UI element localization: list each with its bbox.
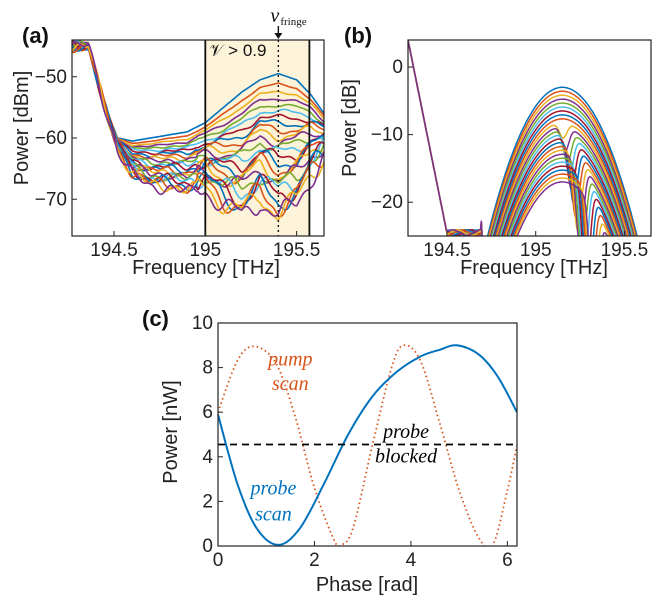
panel-c-xtick-label: 0 bbox=[213, 550, 224, 571]
panel-b-ylabel: Power [dB] bbox=[339, 79, 361, 177]
panel-c-pump-scan-annotation-line2: scan bbox=[272, 373, 309, 395]
panel-a-ytick-label: −50 bbox=[35, 67, 67, 88]
panel-c-pump-scan-line bbox=[218, 344, 517, 546]
panel-b-xtick-label: 194.5 bbox=[423, 240, 471, 261]
panel-c-probe-scan-annotation-line2: scan bbox=[255, 503, 292, 525]
panel-c-xtick-label: 2 bbox=[309, 550, 320, 571]
panel-c-axes-frame bbox=[217, 322, 518, 547]
panel-c-ytick-label: 8 bbox=[202, 358, 213, 379]
panel-c-ytick-label: 0 bbox=[202, 536, 213, 557]
panel-c-plot bbox=[218, 344, 517, 546]
panel-c-xlabel: Phase [rad] bbox=[316, 574, 418, 596]
panel-b-ytick-label: 0 bbox=[392, 57, 403, 78]
panel-c-probe-scan-annotation-line1: probe bbox=[248, 478, 296, 500]
panel-b-series-line bbox=[408, 40, 616, 236]
panel-a-ytick-label: −70 bbox=[35, 189, 67, 210]
panel-a: ν fringe 𝒱 > 0.9 194.5 195 195.5 −50 −60 −70 bbox=[35, 5, 325, 261]
panel-a-xtick-label: 194.5 bbox=[90, 240, 138, 261]
panel-b-series-line bbox=[408, 40, 610, 236]
panel-b-plot bbox=[408, 40, 638, 236]
panel-c-ytick-label: 2 bbox=[202, 491, 213, 512]
panel-c-probe-blocked-annotation-line2: blocked bbox=[375, 445, 438, 467]
panel-b-ytick-label: −10 bbox=[371, 125, 403, 146]
panel-a-ytick-label: −60 bbox=[35, 128, 67, 149]
panel-c-ytick-label: 6 bbox=[202, 402, 213, 423]
panel-c-ytick-label: 4 bbox=[202, 447, 213, 468]
panel-a-label: (a) bbox=[22, 23, 49, 48]
panel-c-pump-scan-annotation-line1: pump bbox=[266, 348, 312, 370]
panel-a-xlabel: Frequency [THz] bbox=[132, 257, 280, 279]
panel-c-probe-scan-line bbox=[218, 344, 517, 546]
panel-a-fringe-subscript: fringe bbox=[280, 16, 306, 28]
panel-b-xlabel: Frequency [THz] bbox=[460, 257, 608, 279]
panel-a-fringe-arrowhead bbox=[274, 33, 283, 39]
panel-b-xtick-label: 195 bbox=[520, 240, 552, 261]
panel-a-series-line bbox=[72, 40, 324, 207]
panel-b-axes-frame bbox=[407, 39, 652, 237]
panel-a-series-line bbox=[72, 41, 324, 218]
panel-b-label: (b) bbox=[344, 23, 372, 48]
panel-a-fringe-label: ν bbox=[270, 5, 279, 27]
panel-a-ylabel: Power [dBm] bbox=[11, 71, 33, 185]
panel-b-xtick-label: 195.5 bbox=[601, 240, 649, 261]
panel-c-ytick-label: 10 bbox=[192, 313, 213, 334]
panel-c-ylabel: Power [nW] bbox=[160, 380, 182, 483]
panel-a-axes-frame bbox=[71, 39, 325, 237]
panel-b: 194.5 195 195.5 0 −10 −20 bbox=[371, 39, 652, 261]
panel-b-ytick-label: −20 bbox=[371, 192, 403, 213]
panel-b-series-line bbox=[408, 40, 609, 236]
panel-a-xtick-label: 195.5 bbox=[273, 240, 321, 261]
panel-c-probe-blocked-annotation-line1: probe bbox=[381, 421, 429, 443]
panel-a-xtick-label: 195 bbox=[189, 240, 221, 261]
panel-c-xtick-label: 6 bbox=[502, 550, 513, 571]
panel-c-label: (c) bbox=[142, 306, 169, 331]
panel-a-plot bbox=[72, 40, 324, 221]
panel-a-visibility-label: 𝒱 > 0.9 bbox=[209, 41, 266, 60]
panel-c-xtick-label: 4 bbox=[406, 550, 417, 571]
